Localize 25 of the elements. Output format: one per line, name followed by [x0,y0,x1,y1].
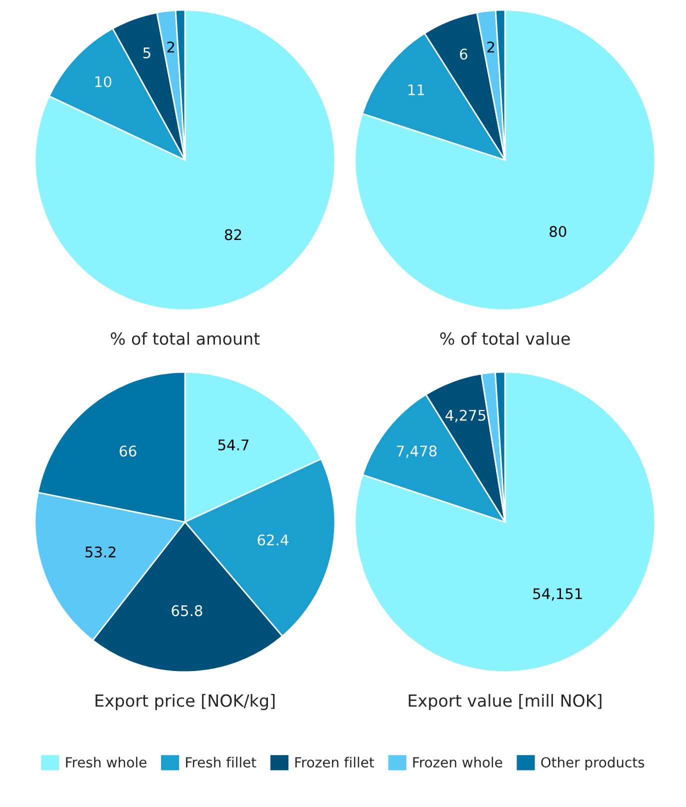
data-label: 65.8 [172,605,202,616]
data-label: 66 [120,446,136,457]
text: Export value [mill NOK] [408,694,602,710]
data-label: 6 [460,48,468,60]
legend-label: Other products [541,756,644,770]
data-label: 2 [167,42,174,52]
data-label: 80 [550,226,566,238]
data-label: 53.2 [86,546,116,558]
data-label: 62.4 [258,534,288,546]
legend-label: Frozen fillet [295,756,374,768]
legend-label: Fresh fillet [186,756,256,768]
text: % of total amount [110,332,260,345]
data-label: 2 [487,42,494,52]
data-label: 82 [224,229,242,240]
data-label: 54,151 [533,588,582,601]
text: % of total value [440,332,570,345]
data-label: 54.7 [218,440,248,450]
data-label: 10 [95,76,112,88]
data-label: 11 [408,84,424,96]
data-label: 7,478 [397,446,437,458]
legend-label: Frozen whole [413,756,502,768]
legend-label: Fresh whole [66,756,146,768]
data-label: 4,275 [446,410,486,422]
text: Export price [NOK/kg] [96,694,275,710]
data-label: 5 [143,48,150,58]
